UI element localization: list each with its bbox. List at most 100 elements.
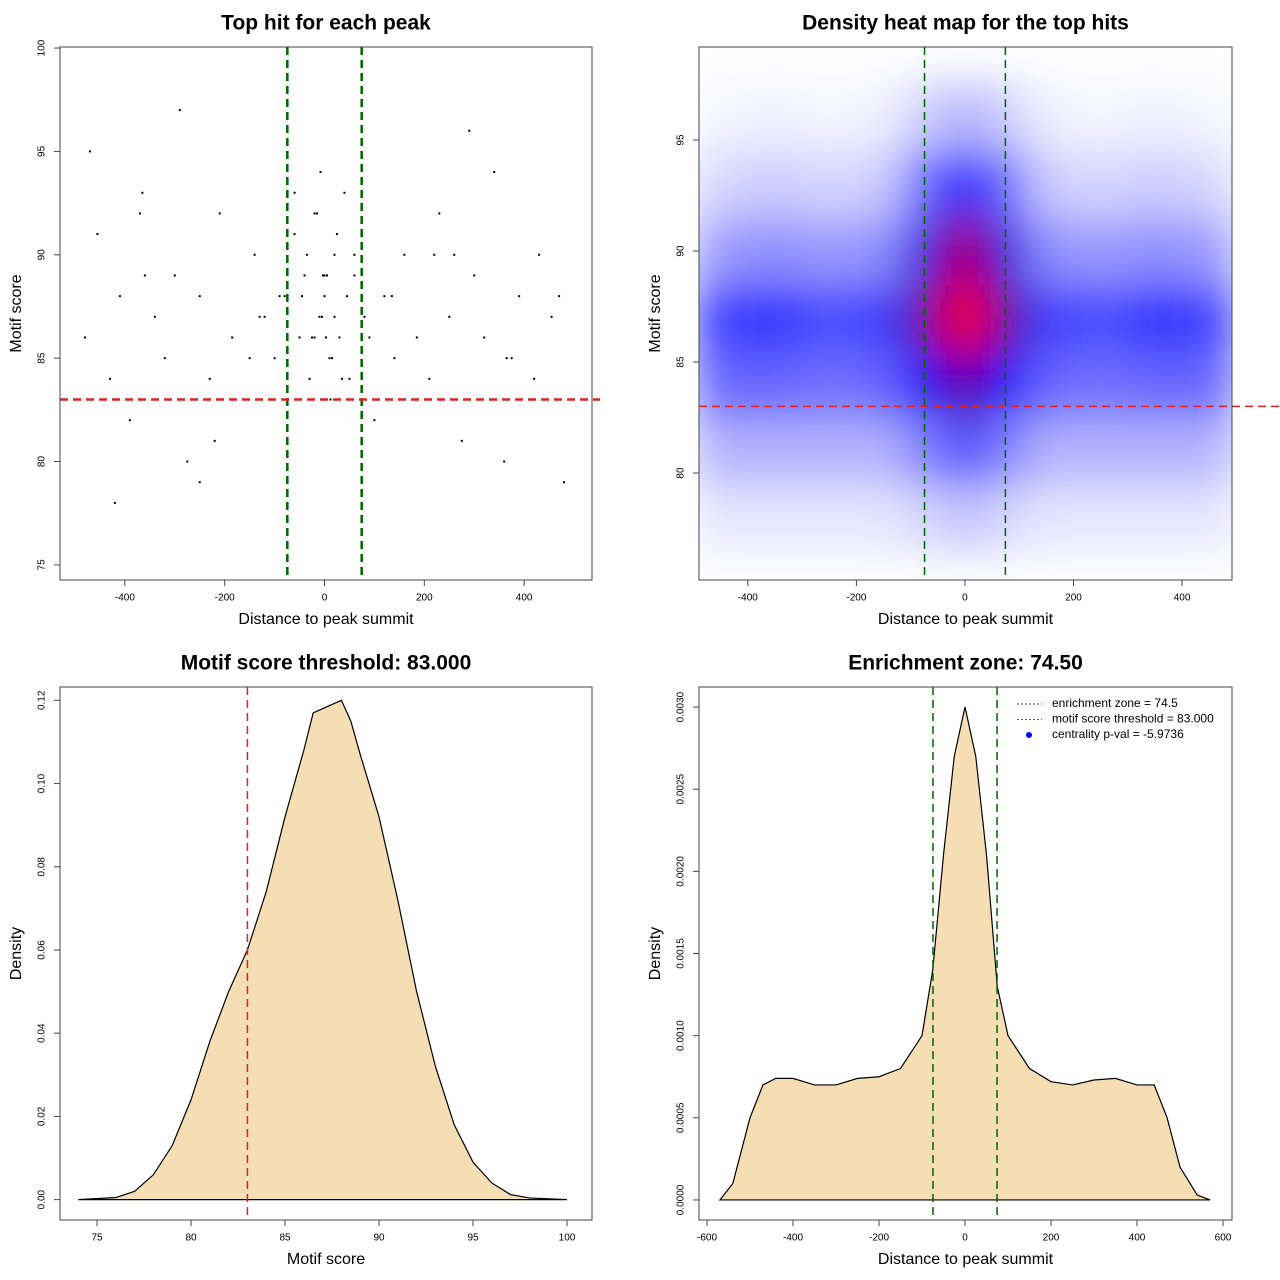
heat-cell [747,284,803,352]
heat-cell [802,217,857,285]
x-axis-label: Distance to peak summit [878,1251,1054,1268]
heat-cell [1182,484,1232,552]
heat-cell [1073,84,1129,152]
point [428,377,431,380]
panel: -400 -200 0 200 400 80 85 90 95 Density heat map … [647,12,1280,628]
y-axis-label: Motif score [8,274,25,352]
point [198,481,201,484]
x-tick-label: 75 [91,1233,103,1244]
heat-cell [1073,417,1129,485]
point [293,191,296,194]
point [301,295,304,298]
heat-cell [1127,151,1183,219]
heat-cell [1127,84,1183,152]
point [138,212,141,215]
point [533,377,536,380]
y-tick-label: 0.0005 [676,1102,687,1133]
point [218,212,221,215]
point [141,191,144,194]
point [438,212,441,215]
y-tick-label: 80 [37,456,48,468]
x-tick-label: 600 [1215,1233,1232,1244]
heat-cell [699,151,749,219]
plot-area [78,687,568,1220]
heat-cell [1073,284,1129,352]
y-tick-label: 0.10 [37,773,48,793]
heat-cell [1182,417,1232,485]
heat-cell [802,417,857,485]
legend-label: motif score threshold = 83.000 [1052,712,1214,726]
point [558,295,561,298]
y-tick-label: 0.0000 [676,1184,687,1215]
point [322,274,325,277]
y-tick-label: 85 [37,352,48,364]
point [538,253,541,256]
y-axis-label: Motif score [647,274,664,352]
heat-cell [802,484,857,552]
point [325,274,328,277]
plot-frame [59,46,593,581]
point [113,501,116,504]
point [393,357,396,360]
y-tick-label: 0.0015 [676,938,687,969]
point [415,336,418,339]
x-tick-label: -600 [697,1233,717,1244]
y-tick-label: 0.08 [37,857,48,877]
heat-cell [1182,151,1232,219]
heat-cell [1026,484,1075,552]
y-axis-label: Density [647,927,664,980]
heat-cell [856,151,905,219]
heat-cell [802,151,857,219]
point [503,460,506,463]
y-tick-label: 0.00 [37,1189,48,1209]
point [368,336,371,339]
point [118,295,121,298]
x-tick-label: 100 [559,1233,576,1244]
point [327,0,329,2]
legend: enrichment zone = 74.5 motif score thresh… [1017,696,1214,741]
heat-cell [747,84,803,152]
point [323,295,326,298]
point [273,357,276,360]
point [306,253,309,256]
heat-cell [856,284,905,352]
point [96,233,99,236]
legend-label: enrichment zone = 74.5 [1052,696,1178,710]
heat-cell [699,84,749,152]
heat-cell [944,350,986,419]
heat-cell [944,484,986,552]
point [448,315,451,318]
x-tick-label: -200 [869,1233,889,1244]
x-tick-label: -400 [738,593,758,604]
y-tick-label: 75 [37,559,48,571]
point [518,295,521,298]
panel: 75 80 85 90 95 100 0.00 0.02 0.04 0.06 0.08 0.10 0.1… [8,652,593,1268]
point [128,419,131,422]
plot-frame [59,686,593,1221]
heat-cell [856,217,905,285]
point [178,109,181,112]
heat-cell [1182,84,1232,152]
point [353,253,356,256]
point [153,315,156,318]
point [453,253,456,256]
heat-cell [1182,350,1232,419]
heat-cell [944,284,986,352]
point [433,253,436,256]
density-area [718,706,1211,1201]
heat-cell [856,84,905,152]
point [340,377,343,380]
heat-cell [1127,217,1183,285]
point [473,274,476,277]
point [505,357,508,360]
plot-frame [698,46,1233,581]
y-tick-label: 0.0020 [676,856,687,887]
x-tick-label: 0 [962,593,968,604]
y-tick-label: 0.02 [37,1106,48,1126]
heat-cell [944,417,986,485]
legend-label: centrality p-val = -5.9736 [1052,727,1184,741]
point [313,336,316,339]
point [330,357,333,360]
x-tick-label: 0 [322,593,328,604]
point [483,336,486,339]
